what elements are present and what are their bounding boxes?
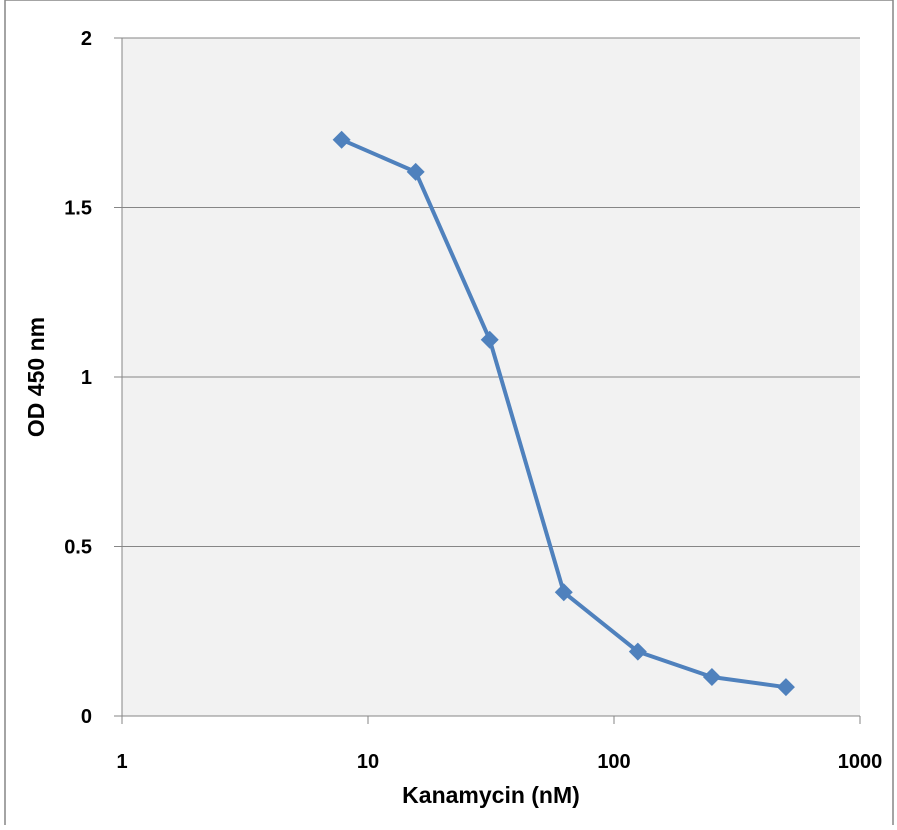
x-tick-label: 100 [597, 751, 630, 773]
y-tick-label: 2 [81, 28, 92, 50]
data-point [332, 130, 351, 149]
y-axis-title: OD 450 nm [23, 317, 49, 437]
x-tick-label: 1000 [838, 751, 883, 773]
x-tick-label: 10 [357, 751, 379, 773]
x-tick-label: 1 [116, 751, 127, 773]
data-point [628, 642, 647, 661]
x-axis-title: Kanamycin (nM) [402, 782, 580, 808]
y-tick-label: 0.5 [64, 537, 92, 559]
y-tick-label: 1 [81, 367, 92, 389]
data-point [776, 678, 795, 697]
y-tick-label: 1.5 [64, 198, 92, 220]
data-point [406, 162, 425, 181]
data-point [702, 668, 721, 687]
y-tick-label: 0 [81, 706, 92, 728]
data-point [554, 583, 573, 602]
data-point [480, 330, 499, 349]
